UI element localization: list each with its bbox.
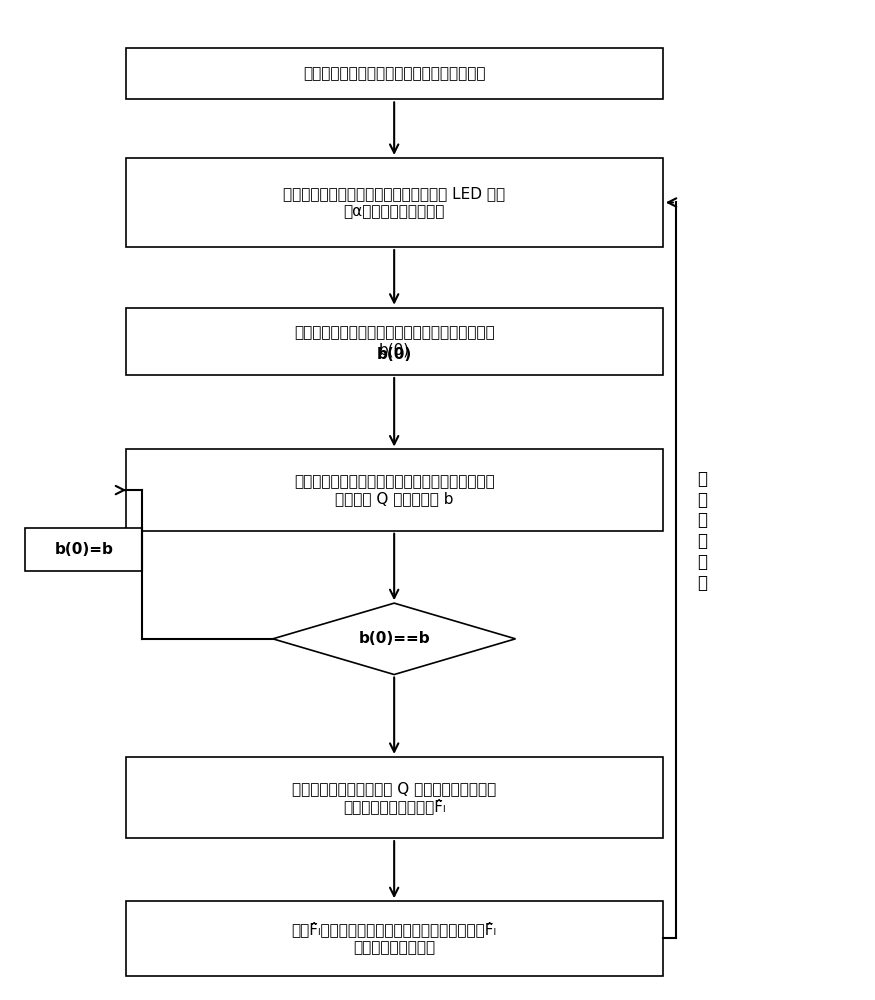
Text: 根据信道矩阵和初始驱动电流，寻找最优预编码协
方差矩阵 Q 和驱动电流 b: 根据信道矩阵和初始驱动电流，寻找最优预编码协 方差矩阵 Q 和驱动电流 b: [294, 474, 494, 506]
Text: 获得发射端和接收端的信道信息构成信道矩阵: 获得发射端和接收端的信道信息构成信道矩阵: [303, 66, 486, 81]
FancyBboxPatch shape: [125, 308, 663, 375]
Text: 根据色温约束，选取可以混成白光的初始驱动电流
b(0): 根据色温约束，选取可以混成白光的初始驱动电流 b(0): [294, 325, 494, 358]
FancyBboxPatch shape: [125, 48, 663, 99]
FancyBboxPatch shape: [125, 449, 663, 531]
Text: b(0): b(0): [376, 347, 412, 362]
Text: 选取满足色温约束和显色指数约束的黄光 LED 的功
率α的一个连续的可行域: 选取满足色温约束和显色指数约束的黄光 LED 的功 率α的一个连续的可行域: [284, 186, 505, 219]
Text: 下
一
个
可
行
域: 下 一 个 可 行 域: [696, 470, 707, 592]
FancyBboxPatch shape: [125, 901, 663, 976]
FancyBboxPatch shape: [125, 158, 663, 247]
Text: b(0)==b: b(0)==b: [359, 631, 430, 646]
Text: 求出F̂ₗ相应的均方误差，并选择均方误差最小的F̂ₗ
作为最优预编码矩阵: 求出F̂ₗ相应的均方误差，并选择均方误差最小的F̂ₗ 作为最优预编码矩阵: [291, 922, 497, 955]
FancyBboxPatch shape: [125, 757, 663, 838]
Text: b(0)=b: b(0)=b: [54, 542, 114, 557]
FancyBboxPatch shape: [25, 528, 143, 571]
Polygon shape: [273, 603, 515, 675]
Text: 列出一系列协方差矩阵为 Q 的满足约束条件且符
合高斯分布的随机矩阵F̂ₗ: 列出一系列协方差矩阵为 Q 的满足约束条件且符 合高斯分布的随机矩阵F̂ₗ: [292, 781, 496, 814]
